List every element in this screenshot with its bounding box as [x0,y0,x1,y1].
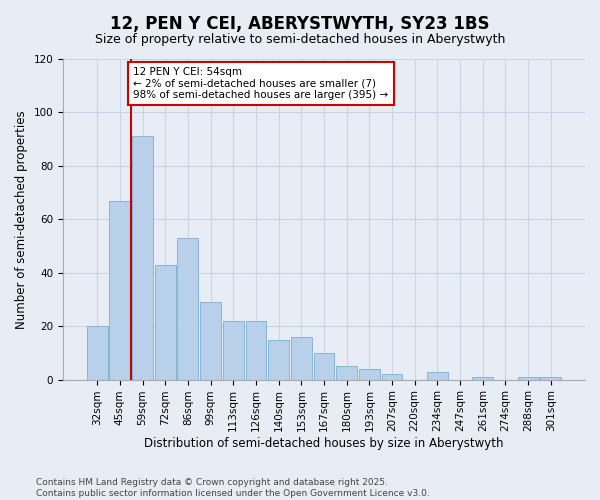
Bar [132,136,153,380]
Y-axis label: Number of semi-detached properties: Number of semi-detached properties [15,110,28,328]
Bar [87,326,107,380]
Text: 12, PEN Y CEI, ABERYSTWYTH, SY23 1BS: 12, PEN Y CEI, ABERYSTWYTH, SY23 1BS [110,15,490,33]
Bar [359,369,380,380]
Bar [541,377,561,380]
Bar [427,372,448,380]
Bar [268,340,289,380]
Text: Size of property relative to semi-detached houses in Aberystwyth: Size of property relative to semi-detach… [95,32,505,46]
Bar [314,353,334,380]
X-axis label: Distribution of semi-detached houses by size in Aberystwyth: Distribution of semi-detached houses by … [144,437,504,450]
Text: Contains HM Land Registry data © Crown copyright and database right 2025.
Contai: Contains HM Land Registry data © Crown c… [36,478,430,498]
Bar [223,321,244,380]
Bar [200,302,221,380]
Bar [109,200,130,380]
Bar [336,366,357,380]
Bar [472,377,493,380]
Bar [291,337,312,380]
Bar [382,374,403,380]
Bar [245,321,266,380]
Bar [155,264,176,380]
Bar [518,377,539,380]
Bar [178,238,199,380]
Text: 12 PEN Y CEI: 54sqm
← 2% of semi-detached houses are smaller (7)
98% of semi-det: 12 PEN Y CEI: 54sqm ← 2% of semi-detache… [133,67,389,100]
